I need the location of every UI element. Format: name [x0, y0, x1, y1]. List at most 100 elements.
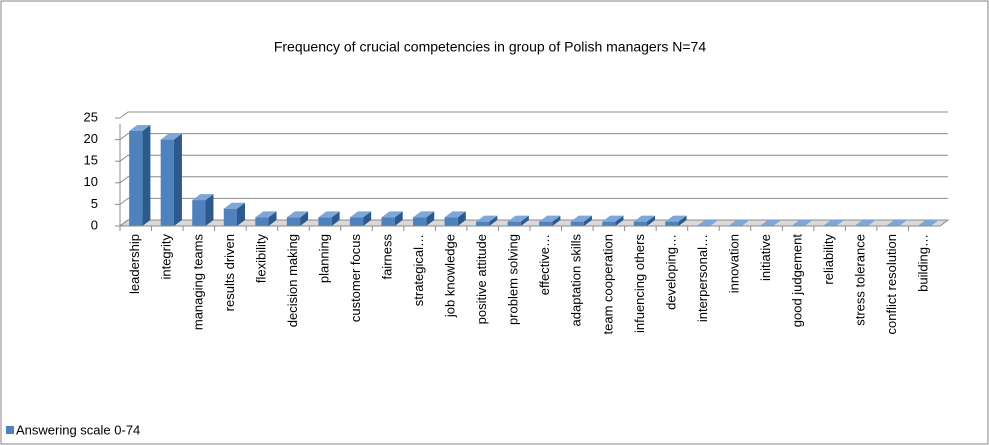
- x-tick-label: integrity: [159, 234, 174, 280]
- bar-top: [665, 215, 687, 222]
- x-tick-label: team cooperation: [600, 234, 615, 334]
- grid-line: [119, 197, 948, 205]
- bar-top: [223, 202, 246, 209]
- x-tick-label: flexibility: [253, 234, 268, 284]
- bar-top: [412, 211, 435, 218]
- bar-side: [426, 211, 435, 226]
- y-tick-label: 5: [91, 196, 98, 211]
- bar: [633, 221, 648, 226]
- bar-top: [192, 194, 214, 201]
- bar-side: [331, 211, 340, 226]
- bar-side: [173, 133, 182, 226]
- bar-top: [286, 211, 309, 218]
- x-tick-label: decision making: [285, 234, 300, 327]
- bar: [160, 139, 174, 226]
- bar-side: [457, 211, 466, 226]
- bar-side: [552, 215, 561, 226]
- grid-line: [119, 176, 948, 184]
- x-tick-label: developing…: [663, 234, 678, 310]
- bar: [602, 221, 616, 226]
- bar-top: [728, 220, 750, 226]
- bar-top: [917, 220, 939, 226]
- x-tick-label: positive attitude: [474, 234, 489, 324]
- bar-side: [647, 215, 656, 226]
- x-tick-label: planning: [316, 234, 331, 283]
- bar-top: [255, 211, 277, 218]
- bar-top: [318, 211, 340, 218]
- bar: [223, 208, 238, 226]
- x-tick-label: reliability: [821, 234, 836, 285]
- bar-top: [570, 215, 592, 222]
- bar-top: [602, 215, 624, 222]
- bar-side: [583, 215, 592, 226]
- x-tick-label: leadership: [127, 234, 142, 294]
- bar: [444, 217, 458, 226]
- bar-top: [381, 211, 403, 218]
- bar-top: [759, 220, 782, 226]
- x-tick-label: problem solving: [506, 234, 521, 325]
- legend-label: Answering scale 0-74: [16, 422, 140, 437]
- bar-top: [696, 220, 719, 226]
- legend-swatch: [6, 426, 14, 434]
- x-tick-label: conflict resolution: [884, 234, 899, 334]
- bar: [286, 217, 301, 226]
- bar-side: [520, 215, 529, 226]
- x-tick-label: fairness: [380, 234, 395, 280]
- bar: [570, 221, 584, 226]
- bar: [381, 217, 395, 226]
- bar-top: [822, 220, 845, 226]
- x-tick-label: job knowledge: [443, 234, 458, 318]
- bar: [539, 221, 553, 226]
- bar-top: [633, 215, 656, 222]
- x-tick-label: managing teams: [190, 234, 205, 331]
- grid-line: [119, 111, 948, 119]
- bar-side: [394, 211, 403, 226]
- x-tick-label: adaptation skills: [569, 234, 584, 327]
- x-tick-label: infuencing others: [632, 234, 647, 334]
- bar: [129, 130, 143, 226]
- y-tick-label: 20: [84, 131, 98, 146]
- bar-top: [129, 124, 151, 131]
- x-tick-label: innovation: [726, 234, 741, 293]
- bar: [318, 217, 332, 226]
- bar-top: [886, 220, 908, 226]
- bar: [476, 221, 490, 226]
- x-tick-label: customer focus: [348, 234, 363, 323]
- grid-line: [119, 154, 948, 162]
- bar-side: [142, 124, 151, 226]
- bar-top: [349, 211, 372, 218]
- bar-top: [854, 220, 876, 226]
- bar: [255, 217, 269, 226]
- bar-top: [444, 211, 466, 218]
- x-tick-label: building…: [916, 234, 931, 292]
- grid-line: [119, 133, 948, 141]
- bar: [412, 217, 427, 226]
- bar: [507, 221, 521, 226]
- y-tick-label: 15: [84, 153, 98, 168]
- x-tick-label: stress tolerance: [853, 234, 868, 326]
- y-tick-label: 25: [84, 109, 98, 124]
- x-tick-label: interpersonal…: [695, 234, 710, 322]
- bar-side: [489, 215, 498, 226]
- bar-side: [237, 202, 246, 226]
- bar-top: [539, 215, 561, 222]
- bar-side: [205, 194, 214, 226]
- x-tick-label: results driven: [222, 234, 237, 311]
- bar-side: [678, 215, 687, 226]
- bar-side: [363, 211, 372, 226]
- y-tick-label: 0: [91, 217, 98, 232]
- bar: [665, 221, 679, 226]
- bar-top: [476, 215, 498, 222]
- bar-side: [268, 211, 277, 226]
- chart-title: Frequency of crucial competencies in gro…: [274, 39, 706, 55]
- y-tick-label: 10: [84, 174, 98, 189]
- x-tick-label: good judgement: [790, 234, 805, 328]
- bar-top: [160, 133, 182, 140]
- x-tick-label: initiative: [758, 234, 773, 281]
- x-tick-label: effective…: [537, 234, 552, 295]
- bar-top: [507, 215, 529, 222]
- bar-top: [791, 220, 813, 226]
- bar-side: [615, 215, 624, 226]
- floor: [118, 219, 950, 227]
